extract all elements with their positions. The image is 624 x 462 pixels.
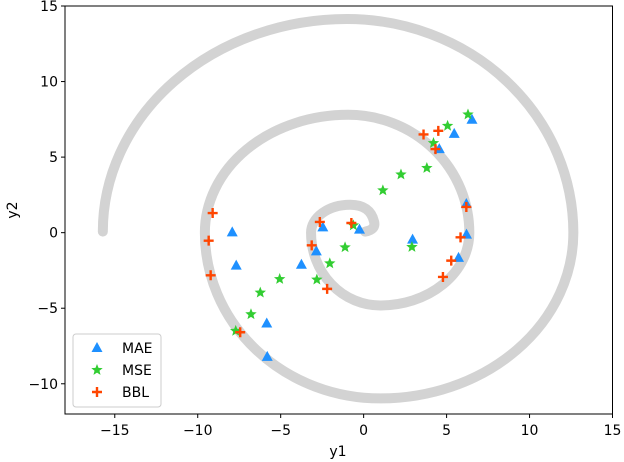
spiral-path [97, 13, 579, 404]
plus-marker [322, 283, 333, 294]
triangle-marker [448, 127, 460, 138]
x-tick-label: 10 [521, 423, 539, 439]
plus-marker [461, 201, 472, 212]
star-icon [91, 364, 103, 375]
plus-icon [92, 387, 102, 397]
star-marker [377, 184, 389, 196]
star-marker [421, 161, 433, 173]
star-marker [311, 273, 323, 285]
star-marker [254, 286, 266, 298]
legend-label: MSE [122, 363, 152, 379]
plus-marker [430, 144, 441, 155]
legend-item-mse: MSE [91, 363, 152, 379]
triangle-marker [317, 221, 329, 232]
y-axis-ticks: −10 −5 0 5 10 15 [28, 0, 65, 393]
plus-marker [207, 208, 218, 219]
spiral-curve [97, 13, 579, 404]
series-mse [230, 108, 474, 336]
plus-marker [203, 235, 214, 246]
x-tick-label: −10 [183, 423, 213, 439]
triangle-marker [230, 259, 242, 270]
series-mae [226, 113, 478, 361]
star-marker [245, 308, 257, 320]
triangle-marker [310, 245, 322, 256]
plot-frame [64, 5, 613, 415]
star-marker [347, 219, 360, 231]
star-marker [395, 168, 407, 180]
plus-marker [433, 125, 444, 136]
x-tick-label: −15 [100, 423, 130, 439]
y-tick-label: 15 [40, 0, 58, 15]
star-marker [441, 119, 454, 131]
y-tick-label: 0 [49, 226, 58, 242]
x-tick-label: 5 [442, 423, 451, 439]
plus-marker [314, 216, 325, 227]
plus-marker [235, 327, 246, 338]
star-marker [406, 241, 418, 252]
triangle-marker [461, 228, 472, 239]
legend-item-bbl: BBL [92, 385, 149, 401]
x-axis-ticks: −15 −10 −5 0 5 10 15 [100, 414, 621, 439]
y-tick-label: 5 [49, 150, 58, 166]
triangle-marker [453, 251, 465, 262]
y-axis-label: y2 [5, 201, 21, 218]
plus-marker [205, 270, 216, 281]
triangle-marker [295, 258, 307, 269]
plus-marker [437, 271, 448, 282]
x-axis-label: y1 [329, 444, 346, 460]
y-tick-label: 10 [40, 75, 58, 91]
legend-box [72, 333, 162, 408]
x-tick-label: 0 [359, 423, 368, 439]
legend: MAE MSE BBL [72, 333, 162, 408]
triangle-icon [91, 342, 103, 352]
triangle-marker [466, 113, 478, 124]
data-points [203, 108, 478, 361]
legend-item-mae: MAE [91, 341, 153, 357]
triangle-marker [261, 350, 273, 361]
legend-label: MAE [122, 341, 153, 357]
star-marker [339, 241, 351, 253]
plus-marker [446, 255, 457, 266]
triangle-marker [407, 233, 419, 244]
x-tick-label: 15 [604, 423, 622, 439]
plus-marker [346, 217, 357, 228]
y-tick-label: −10 [28, 377, 58, 393]
plus-marker [306, 240, 317, 251]
triangle-marker [226, 226, 238, 237]
legend-items: MAE MSE BBL [91, 341, 153, 401]
triangle-marker [261, 317, 273, 328]
triangle-marker [353, 223, 365, 234]
x-tick-label: −5 [270, 423, 291, 439]
star-marker [273, 273, 286, 284]
star-marker [462, 108, 474, 120]
legend-label: BBL [122, 385, 149, 401]
y-tick-label: −5 [37, 301, 58, 317]
series-bbl [203, 125, 472, 338]
star-marker [230, 324, 242, 336]
star-marker [427, 137, 440, 148]
plus-marker [455, 232, 466, 243]
plus-marker [418, 129, 429, 140]
star-marker [324, 257, 336, 269]
